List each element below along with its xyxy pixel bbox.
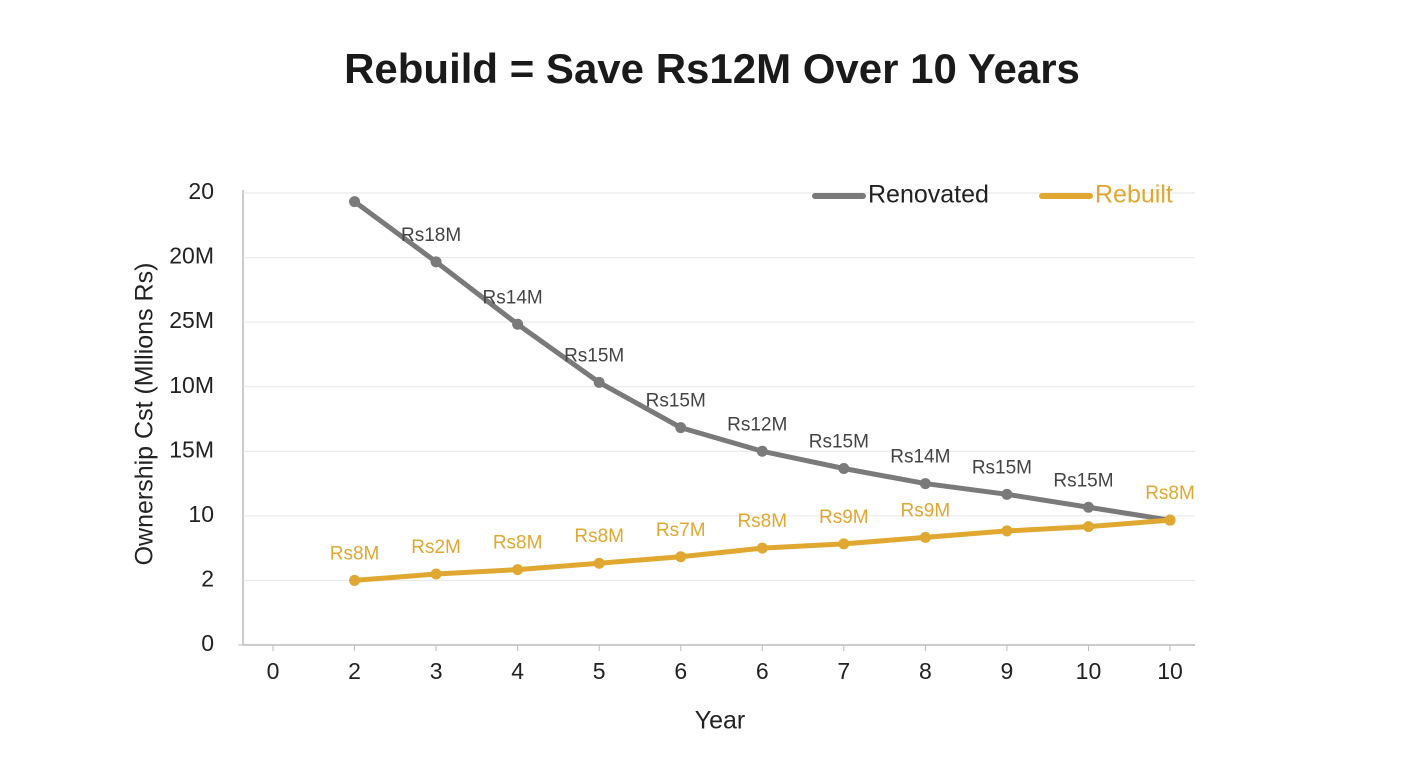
value-label: Rs8M (493, 533, 543, 554)
point (756, 445, 768, 457)
point (838, 463, 850, 475)
point (349, 574, 361, 586)
y-tick-label: 25M (169, 307, 214, 333)
point (512, 318, 524, 330)
chart-title: Rebuild = Save Rs12M Over 10 Years (344, 45, 1080, 92)
point (756, 542, 768, 554)
x-tick-label: 0 (267, 658, 280, 684)
x-tick-label: 8 (919, 658, 932, 684)
x-tick-label: 6 (674, 658, 687, 684)
point (1001, 525, 1013, 537)
value-label: Rs15M (809, 432, 869, 453)
legend-label: Rebuilt (1095, 181, 1173, 209)
point (1164, 514, 1176, 526)
point (430, 568, 442, 580)
x-tick-label: 10 (1076, 658, 1102, 684)
value-label: Rs14M (483, 287, 543, 308)
point (512, 564, 524, 576)
value-label: Rs8M (1145, 483, 1195, 504)
value-label: Rs9M (819, 507, 869, 528)
y-tick-label: 20M (169, 243, 214, 269)
value-label: Rs15M (646, 391, 706, 412)
y-tick-label: 10 (188, 501, 214, 527)
point (1082, 521, 1094, 533)
x-tick-label: 6 (756, 658, 769, 684)
value-label: Rs2M (411, 537, 461, 558)
point (919, 531, 931, 543)
x-tick-label: 5 (593, 658, 606, 684)
value-label: Rs8M (574, 526, 624, 547)
value-label: Rs15M (972, 457, 1032, 478)
x-tick-label: 9 (1001, 658, 1014, 684)
legend-label: Renovated (868, 181, 989, 209)
point (838, 538, 850, 550)
value-label: Rs12M (727, 414, 787, 435)
value-label: Rs9M (901, 500, 951, 521)
point (349, 196, 361, 208)
point (675, 422, 687, 434)
x-tick-label: 7 (837, 658, 850, 684)
y-tick-label: 10M (169, 372, 214, 398)
y-tick-label: 2 (201, 566, 214, 592)
y-axis-title: Ownership Cst (Mllions Rs) (131, 263, 159, 566)
point (430, 256, 442, 268)
value-label: Rs15M (564, 345, 624, 366)
y-tick-label: 15M (169, 436, 214, 462)
point (675, 551, 687, 563)
point (919, 478, 931, 490)
value-label: Rs8M (737, 511, 787, 532)
value-label: Rs18M (401, 225, 461, 246)
x-tick-label: 4 (511, 658, 524, 684)
x-tick-label: 10 (1157, 658, 1183, 684)
y-tick-label: 0 (201, 630, 214, 656)
value-label: Rs15M (1053, 470, 1113, 491)
x-axis-title: Year (695, 707, 746, 735)
x-tick-label: 3 (430, 658, 443, 684)
point (1001, 488, 1013, 500)
point (593, 376, 605, 388)
value-label: Rs8M (330, 543, 380, 564)
value-label: Rs7M (656, 520, 706, 541)
series-line (353, 199, 1171, 523)
point (593, 557, 605, 569)
x-tick-label: 2 (348, 658, 361, 684)
y-tick-label: 20 (188, 178, 214, 204)
point (1082, 501, 1094, 513)
value-label: Rs14M (890, 447, 950, 468)
